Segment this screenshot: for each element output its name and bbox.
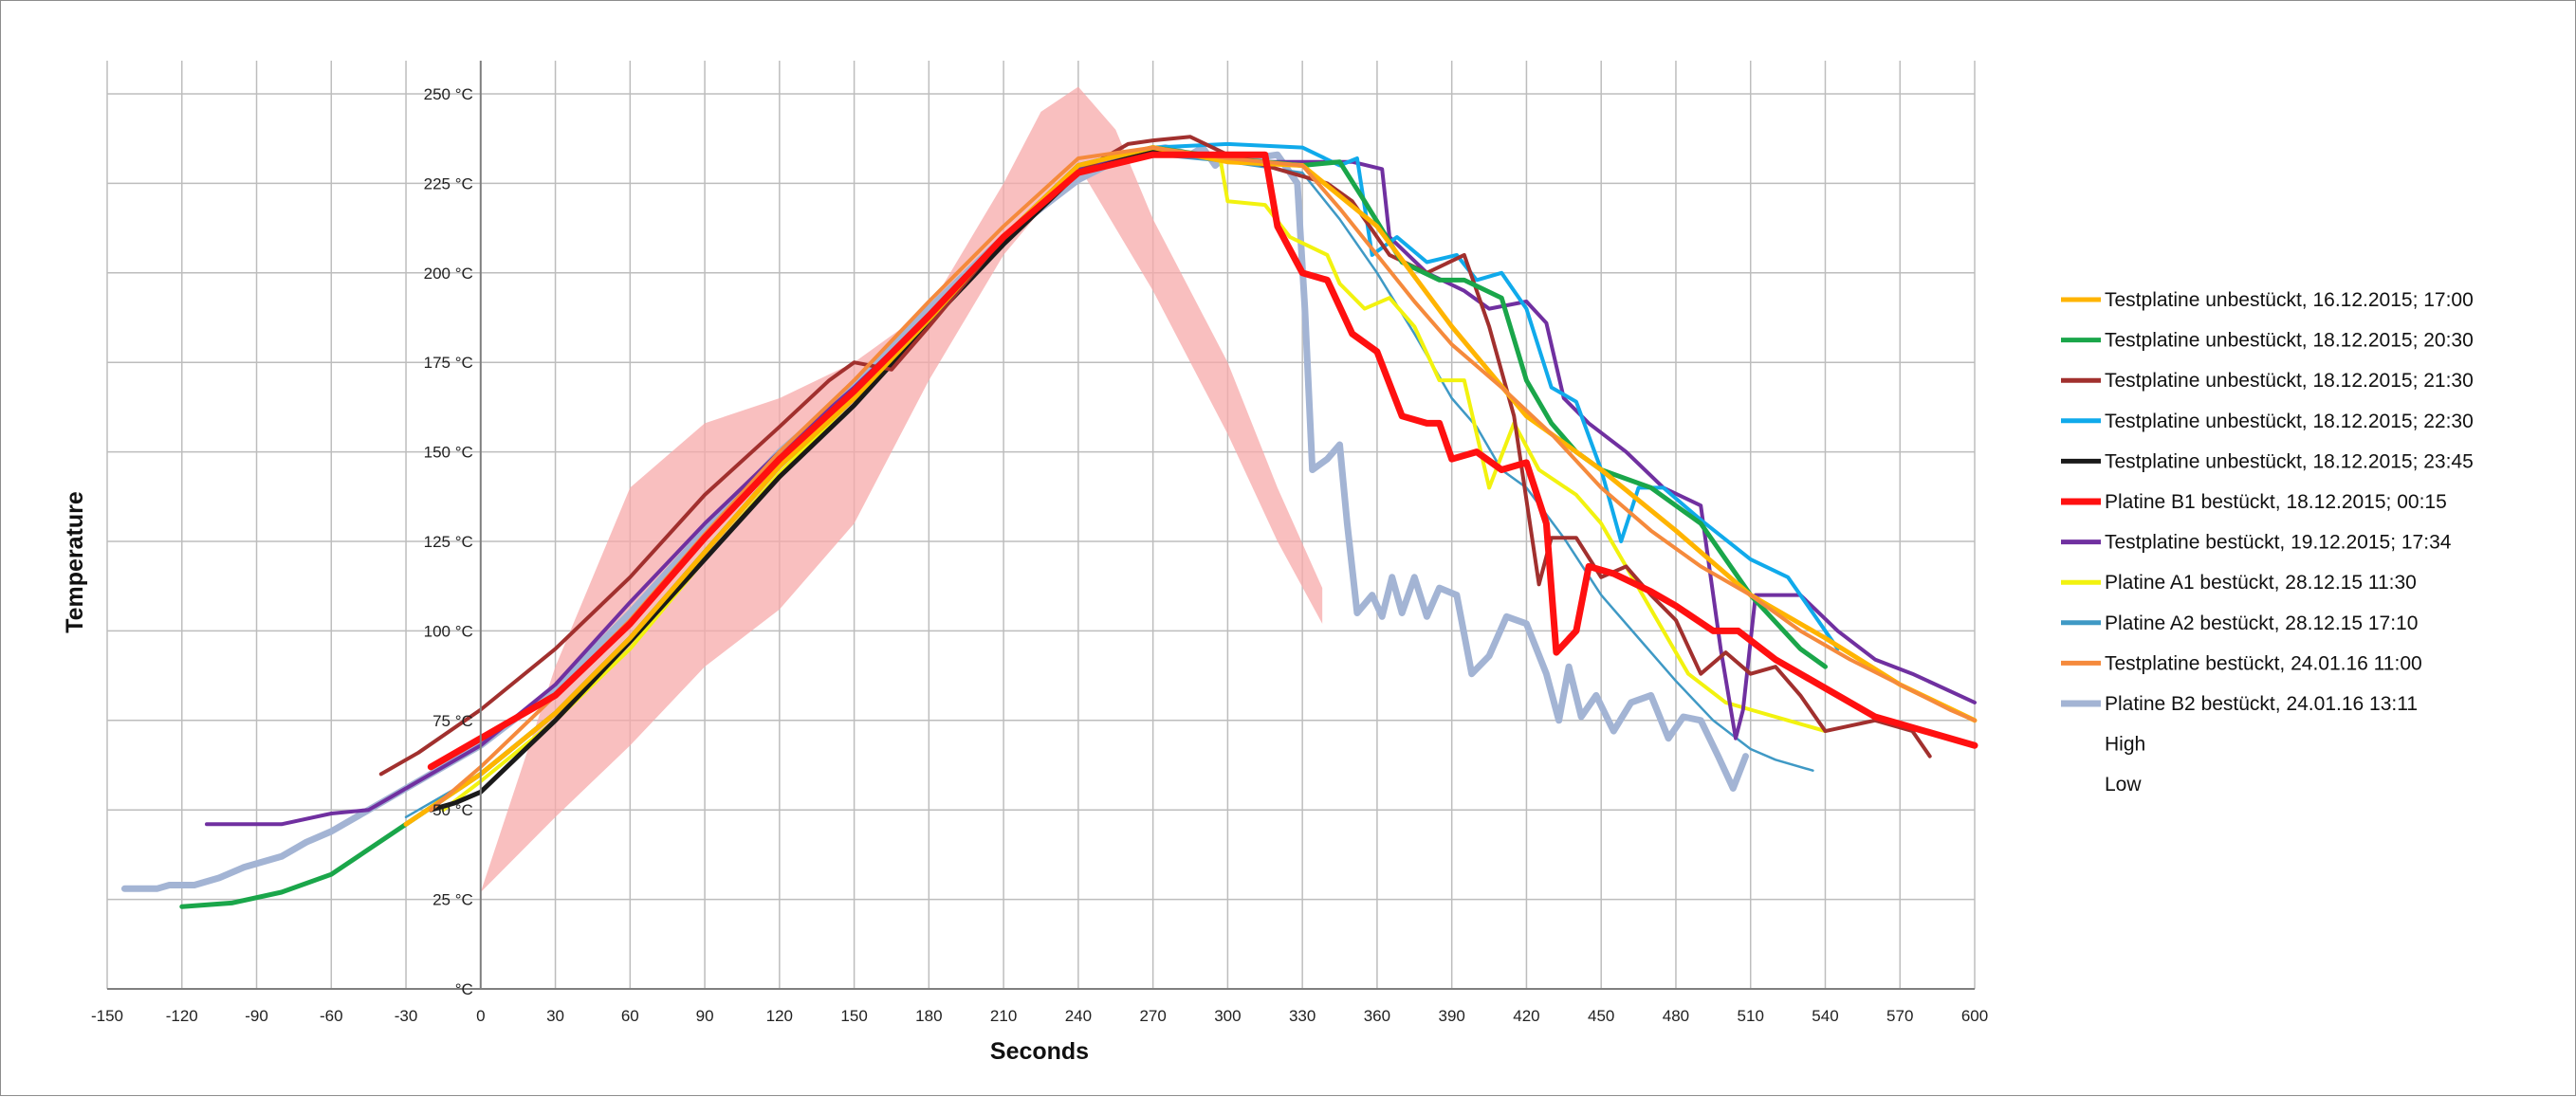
x-tick-label: -120 [166,1007,198,1025]
x-tick-label: 240 [1065,1007,1092,1025]
series-line [441,145,1828,813]
series-line [205,145,1977,827]
x-tick-label: 420 [1513,1007,1539,1025]
x-tick-label: 150 [840,1007,867,1025]
legend-label: High [2105,734,2145,756]
x-tick-label: 540 [1812,1007,1838,1025]
legend-label: Testplatine bestückt, 24.01.16 11:00 [2105,652,2422,674]
tick-labels: -150 -120 -90 -60 -30 0 30 60 90 120 150 180 210 240 2… [91,85,1988,1025]
x-tick-label: 450 [1588,1007,1614,1025]
legend-label: Testplatine unbestückt, 18.12.2015; 22:3… [2105,411,2474,432]
x-tick-label: 600 [1961,1007,1988,1025]
x-tick-label: 210 [990,1007,1017,1025]
legend-label: Testplatine bestückt, 19.12.2015; 17:34 [2105,532,2452,554]
y-tick-label: °C [455,980,473,998]
legend-label: Platine A1 bestückt, 28.12.15 11:30 [2105,572,2417,594]
x-tick-label: -30 [395,1007,418,1025]
series-line [427,151,1978,771]
x-tick-label: 60 [621,1007,639,1025]
legend-label: Testplatine unbestückt, 18.12.2015; 20:3… [2105,330,2474,352]
legend-label: Testplatine unbestückt, 16.12.2015; 17:0… [2105,289,2474,311]
x-tick-label: 570 [1886,1007,1913,1025]
legend-label: Platine A2 bestückt, 28.12.15 17:10 [2105,612,2418,634]
y-tick-label: 225 °C [424,174,473,192]
y-tick-label: 200 °C [424,265,473,283]
x-tick-label: 120 [766,1007,793,1025]
y-tick-label: 50 °C [432,801,473,819]
high-low-band-area [480,86,1323,893]
y-tick-label: 25 °C [432,891,473,909]
x-tick-label: 300 [1214,1007,1241,1025]
x-tick-label: 30 [546,1007,564,1025]
legend-label: Testplatine unbestückt, 18.12.2015; 21:3… [2105,370,2474,392]
axes [107,61,1975,990]
legend: Testplatine unbestückt, 16.12.2015; 17:0… [2061,289,2474,795]
x-tick-label: -90 [245,1007,268,1025]
series-lines [120,135,1978,909]
x-tick-label: 180 [915,1007,942,1025]
legend-label: Low [2105,774,2142,795]
series-line [429,145,1977,813]
x-tick-label: 330 [1289,1007,1316,1025]
x-tick-label: 390 [1438,1007,1464,1025]
x-tick-label: 270 [1139,1007,1166,1025]
y-tick-label: 100 °C [424,622,473,640]
legend-label: Testplatine unbestückt, 18.12.2015; 23:4… [2105,450,2474,472]
x-tick-label: 510 [1738,1007,1764,1025]
x-tick-label: 90 [696,1007,714,1025]
x-tick-label: -60 [320,1007,343,1025]
x-tick-label: -150 [91,1007,123,1025]
y-tick-label: 125 °C [424,533,473,551]
legend-label: Platine B1 bestückt, 18.12.2015; 00:15 [2105,491,2447,513]
high-low-band [480,86,1323,893]
y-tick-label: 150 °C [424,444,473,462]
x-tick-label: 480 [1663,1007,1689,1025]
legend-label: Platine B2 bestückt, 24.01.16 13:11 [2105,693,2418,715]
y-tick-label: 175 °C [424,354,473,372]
series-line [120,144,1749,892]
y-axis-title: Temperature [62,491,88,633]
y-tick-label: 75 °C [432,712,473,730]
x-tick-label: 360 [1364,1007,1390,1025]
x-tick-label: 0 [476,1007,485,1025]
series-line [378,135,1932,777]
x-axis-title: Seconds [990,1038,1089,1065]
y-tick-label: 250 °C [424,85,473,103]
